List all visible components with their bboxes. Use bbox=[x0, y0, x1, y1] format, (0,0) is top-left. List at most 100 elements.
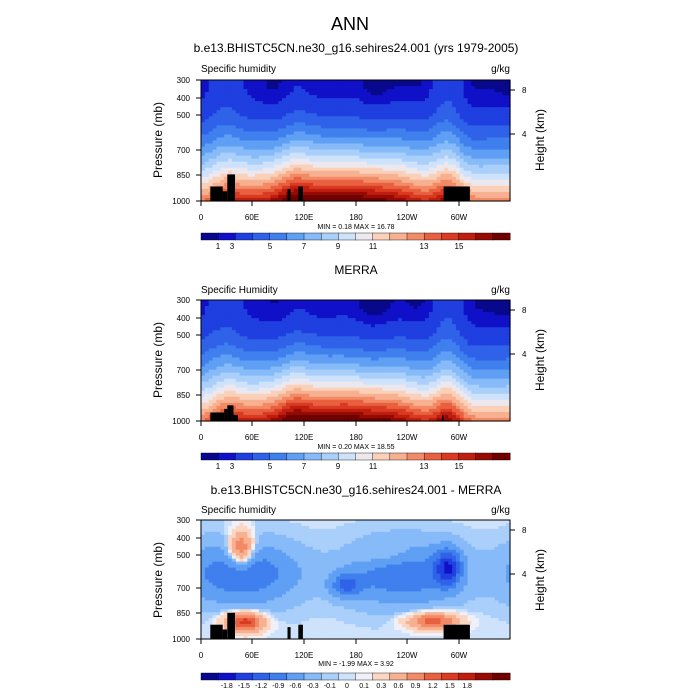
contour-cell bbox=[251, 146, 256, 151]
contour-cell bbox=[471, 110, 476, 114]
contour-cell bbox=[355, 107, 360, 111]
contour-cell bbox=[316, 98, 322, 102]
contour-cell bbox=[498, 122, 503, 126]
contour-cell bbox=[251, 164, 256, 169]
contour-cell bbox=[413, 140, 418, 145]
contour-cell bbox=[452, 80, 457, 84]
contour-cell bbox=[444, 131, 449, 136]
contour-cell bbox=[394, 182, 399, 187]
contour-cell bbox=[425, 164, 430, 169]
contour-cell bbox=[459, 167, 465, 172]
contour-cell bbox=[289, 113, 295, 117]
contour-cell bbox=[455, 119, 461, 123]
contour-cell bbox=[486, 92, 492, 96]
contour-cell bbox=[367, 152, 372, 157]
contour-cell bbox=[367, 83, 372, 87]
contour-cell bbox=[204, 128, 210, 133]
contour-cell bbox=[247, 149, 252, 154]
contour-cell bbox=[401, 119, 407, 123]
contour-cell bbox=[239, 95, 245, 99]
contour-cell bbox=[208, 125, 214, 130]
contour-cell bbox=[471, 134, 476, 139]
contour-cell bbox=[428, 191, 434, 196]
contour-cell bbox=[347, 185, 353, 190]
contour-cell bbox=[417, 122, 422, 126]
contour-cell bbox=[471, 95, 476, 99]
contour-cell bbox=[397, 140, 403, 145]
contour-cell bbox=[471, 155, 476, 160]
contour-cell bbox=[282, 161, 287, 166]
colorbar-swatch bbox=[303, 232, 322, 241]
colorbar-swatch bbox=[389, 232, 408, 241]
contour-cell bbox=[204, 167, 210, 172]
contour-cell bbox=[347, 170, 353, 175]
contour-cell bbox=[386, 164, 391, 169]
contour-cell bbox=[208, 300, 214, 304]
contour-cell bbox=[455, 179, 461, 184]
colorbar-label: 5 bbox=[268, 242, 273, 251]
contour-cell bbox=[251, 173, 256, 178]
contour-cell bbox=[421, 137, 426, 142]
contour-cell bbox=[479, 167, 484, 172]
contour-cell bbox=[425, 197, 430, 202]
contour-cell bbox=[224, 95, 229, 99]
contour-cell bbox=[432, 170, 438, 175]
contour-cell bbox=[255, 188, 260, 193]
contour-cell bbox=[378, 89, 384, 93]
contour-cell bbox=[313, 188, 318, 193]
contour-cell bbox=[417, 155, 422, 160]
contour-cell bbox=[421, 86, 426, 90]
contour-cell bbox=[432, 113, 438, 117]
contour-cell bbox=[266, 158, 272, 163]
contour-cell bbox=[305, 191, 310, 196]
contour-cell bbox=[486, 161, 492, 166]
contour-cell bbox=[313, 107, 318, 111]
contour-cell bbox=[266, 110, 272, 114]
contour-cell bbox=[405, 104, 411, 108]
contour-cell bbox=[208, 179, 214, 184]
contour-cell bbox=[413, 170, 418, 175]
contour-cell bbox=[278, 128, 283, 133]
contour-cell bbox=[363, 101, 368, 105]
contour-cell bbox=[428, 83, 434, 87]
contour-cell bbox=[482, 176, 488, 181]
contour-cell bbox=[378, 113, 384, 117]
contour-cell bbox=[421, 188, 426, 193]
contour-cell bbox=[305, 158, 310, 163]
contour-cell bbox=[262, 83, 268, 87]
contour-cell bbox=[386, 191, 391, 196]
contour-cell bbox=[405, 140, 411, 145]
contour-cell bbox=[278, 116, 283, 120]
contour-cell bbox=[297, 125, 303, 130]
contour-cell bbox=[262, 158, 268, 163]
contour-cell bbox=[440, 185, 445, 190]
contour-cell bbox=[204, 107, 210, 111]
contour-cell bbox=[355, 155, 360, 160]
contour-cell bbox=[394, 140, 399, 145]
contour-cell bbox=[347, 182, 353, 187]
contour-cell bbox=[309, 146, 314, 151]
contour-cell bbox=[506, 197, 511, 202]
contour-cell bbox=[324, 191, 330, 196]
contour-cell bbox=[266, 152, 272, 157]
contour-cell bbox=[347, 194, 353, 199]
contour-cell bbox=[297, 86, 303, 90]
contour-cell bbox=[363, 167, 368, 172]
contour-cell bbox=[490, 113, 496, 117]
contour-cell bbox=[479, 98, 484, 102]
contour-cell bbox=[309, 197, 314, 202]
contour-cell bbox=[247, 188, 252, 193]
contour-cell bbox=[251, 194, 256, 199]
contour-cell bbox=[367, 101, 372, 105]
contour-cell bbox=[216, 110, 221, 114]
contour-cell bbox=[336, 113, 341, 117]
contour-cell bbox=[316, 146, 322, 151]
contour-cell bbox=[313, 191, 318, 196]
contour-cell bbox=[432, 155, 438, 160]
contour-cell bbox=[278, 101, 283, 105]
contour-cell bbox=[255, 170, 260, 175]
contour-cell bbox=[258, 155, 264, 160]
contour-cell bbox=[370, 152, 376, 157]
contour-cell bbox=[289, 110, 295, 114]
contour-cell bbox=[270, 176, 275, 181]
